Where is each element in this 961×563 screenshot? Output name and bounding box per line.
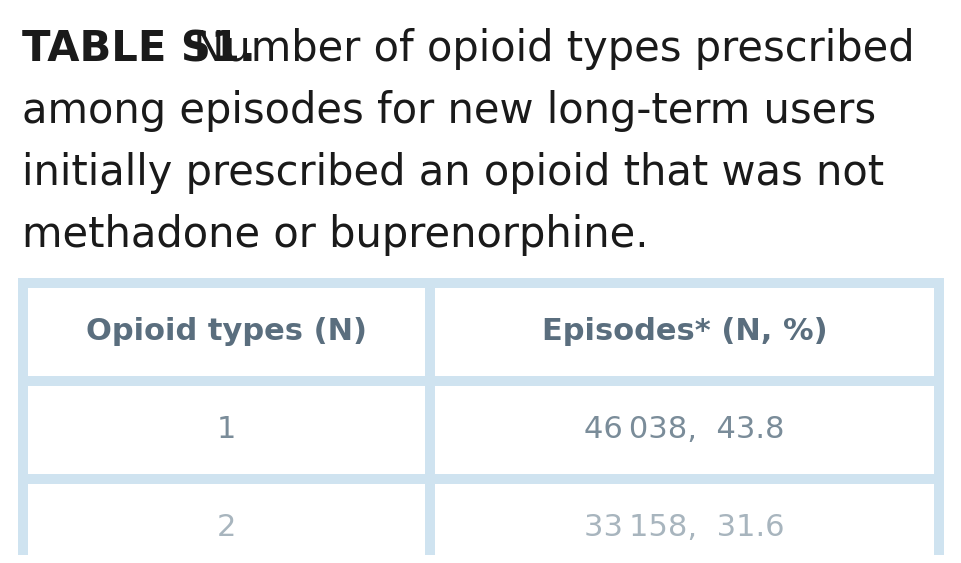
- Bar: [28, 484, 425, 563]
- Bar: [434, 484, 933, 563]
- Text: 46 038,  43.8: 46 038, 43.8: [583, 415, 784, 445]
- Text: Opioid types (N): Opioid types (N): [86, 318, 366, 346]
- Text: among episodes for new long-term users: among episodes for new long-term users: [22, 90, 875, 132]
- Text: methadone or buprenorphine.: methadone or buprenorphine.: [22, 214, 648, 256]
- Text: 1: 1: [216, 415, 236, 445]
- Bar: [434, 386, 933, 474]
- Bar: [434, 288, 933, 376]
- Text: 33 158,  31.6: 33 158, 31.6: [583, 513, 784, 543]
- Text: 2: 2: [216, 513, 236, 543]
- Bar: [28, 288, 425, 376]
- Text: TABLE S1.: TABLE S1.: [22, 28, 256, 70]
- Text: Episodes* (N, %): Episodes* (N, %): [541, 318, 826, 346]
- Bar: [18, 278, 943, 555]
- Text: initially prescribed an opioid that was not: initially prescribed an opioid that was …: [22, 152, 883, 194]
- Bar: [28, 386, 425, 474]
- Text: Number of opioid types prescribed: Number of opioid types prescribed: [180, 28, 914, 70]
